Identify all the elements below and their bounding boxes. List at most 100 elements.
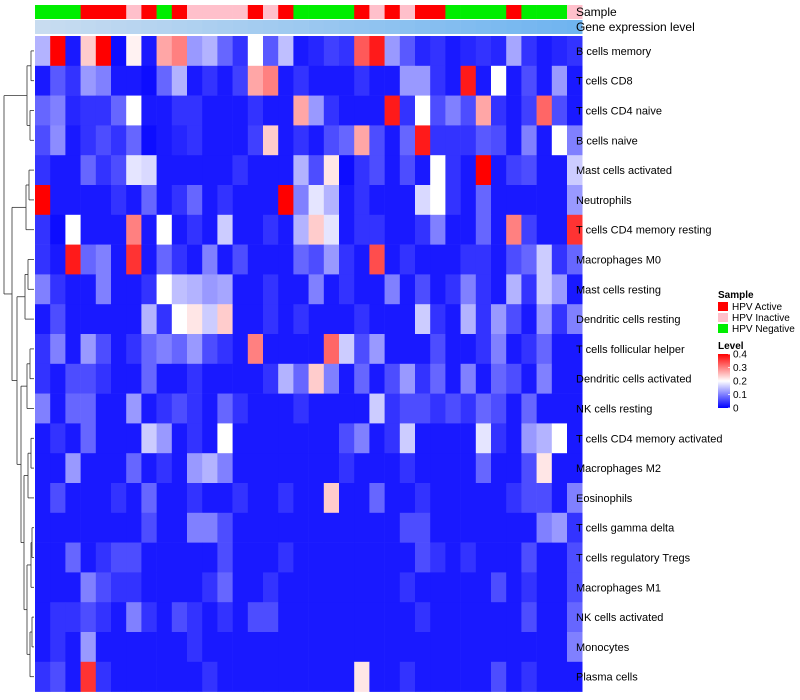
heatmap-cell <box>95 36 112 67</box>
heatmap-cell <box>202 95 218 126</box>
heatmap-cell <box>475 512 492 543</box>
heatmap-cell <box>65 453 81 484</box>
heatmap-cell <box>187 363 203 394</box>
heatmap-cell <box>567 602 583 633</box>
heatmap-cell <box>475 214 492 245</box>
heatmap-cell <box>354 632 370 663</box>
heatmap-cell <box>65 125 81 156</box>
heatmap-cell <box>323 453 340 484</box>
heatmap-cell <box>475 334 492 365</box>
legend-sample-title: Sample <box>718 290 754 301</box>
heatmap-cell <box>536 393 553 424</box>
heatmap-cell <box>278 512 294 543</box>
heatmap-cell <box>278 661 294 692</box>
heatmap-cell <box>126 512 142 543</box>
heatmap-cell <box>323 36 340 67</box>
heatmap-cell <box>263 65 279 96</box>
heatmap-cell <box>354 393 370 424</box>
heatmap-cell <box>445 334 461 365</box>
heatmap-cell <box>491 423 507 454</box>
heatmap-cell <box>80 661 97 692</box>
heatmap-cell <box>384 542 401 573</box>
heatmap-cell <box>126 423 142 454</box>
row-label: Dendritic cells resting <box>576 314 681 326</box>
heatmap-cell <box>50 214 66 245</box>
heatmap-cell <box>308 393 325 424</box>
heatmap-cell <box>308 244 325 275</box>
heatmap-cell <box>521 632 537 663</box>
heatmap-cell <box>384 95 401 126</box>
heatmap-cell <box>430 185 446 216</box>
heatmap-cell <box>475 483 492 514</box>
heatmap-cell <box>50 661 66 692</box>
heatmap-cell <box>65 632 81 663</box>
heatmap-cell <box>263 274 279 305</box>
heatmap-cell <box>202 155 218 186</box>
heatmap-cell <box>141 95 157 126</box>
heatmap-cell <box>141 542 157 573</box>
heatmap-cell <box>50 304 66 335</box>
heatmap-cell <box>430 542 446 573</box>
heatmap-cell <box>384 36 401 67</box>
annotation-cell-expression <box>506 20 522 34</box>
heatmap-cell <box>475 393 492 424</box>
heatmap-cell <box>369 125 385 156</box>
heatmap-cell <box>247 185 264 216</box>
heatmap-cell <box>460 572 477 603</box>
heatmap-cell <box>35 602 51 633</box>
row-label: Plasma cells <box>576 672 638 684</box>
annotation-cell-sample <box>384 5 401 19</box>
heatmap-cell <box>567 483 583 514</box>
heatmap-cell <box>506 632 522 663</box>
heatmap-cell <box>187 542 203 573</box>
heatmap-cell <box>126 632 142 663</box>
heatmap-cell <box>80 95 97 126</box>
heatmap-cell <box>187 632 203 663</box>
row-label: NK cells resting <box>576 404 652 416</box>
heatmap-cell <box>339 65 355 96</box>
heatmap-cell <box>141 512 157 543</box>
heatmap-cell <box>475 363 492 394</box>
heatmap-cell <box>323 602 340 633</box>
heatmap-cell <box>247 542 264 573</box>
annotation-cell-expression <box>35 20 51 34</box>
heatmap-cell <box>430 304 446 335</box>
heatmap-cell <box>278 542 294 573</box>
heatmap-cell <box>339 304 355 335</box>
heatmap-cell <box>156 602 173 633</box>
heatmap-cell <box>384 453 401 484</box>
heatmap-cell <box>80 244 97 275</box>
heatmap-cell <box>293 244 309 275</box>
heatmap-cell <box>232 95 249 126</box>
heatmap-cell <box>50 572 66 603</box>
heatmap-cell <box>323 155 340 186</box>
heatmap-cell <box>232 423 249 454</box>
heatmap-cell <box>141 661 157 692</box>
heatmap-cell <box>567 334 583 365</box>
annotation-cell-expression <box>475 20 492 34</box>
heatmap-cell <box>460 65 477 96</box>
annotation-cell-expression <box>567 20 583 34</box>
heatmap-cell <box>187 155 203 186</box>
heatmap-cell <box>354 363 370 394</box>
heatmap-cell <box>460 244 477 275</box>
heatmap-cell <box>430 572 446 603</box>
heatmap-cell <box>35 542 51 573</box>
heatmap-cell <box>232 65 249 96</box>
annotation-cell-sample <box>460 5 477 19</box>
heatmap-cell <box>111 214 127 245</box>
heatmap-cell <box>415 453 431 484</box>
heatmap-cell <box>126 483 142 514</box>
heatmap-cell <box>491 512 507 543</box>
heatmap-cell <box>293 274 309 305</box>
heatmap-cell <box>278 363 294 394</box>
annotation-cell-sample <box>65 5 81 19</box>
heatmap-cell <box>460 512 477 543</box>
heatmap-cell <box>263 483 279 514</box>
heatmap-cell <box>491 304 507 335</box>
heatmap-cell <box>95 155 112 186</box>
heatmap-cell <box>430 483 446 514</box>
heatmap-cell <box>430 214 446 245</box>
